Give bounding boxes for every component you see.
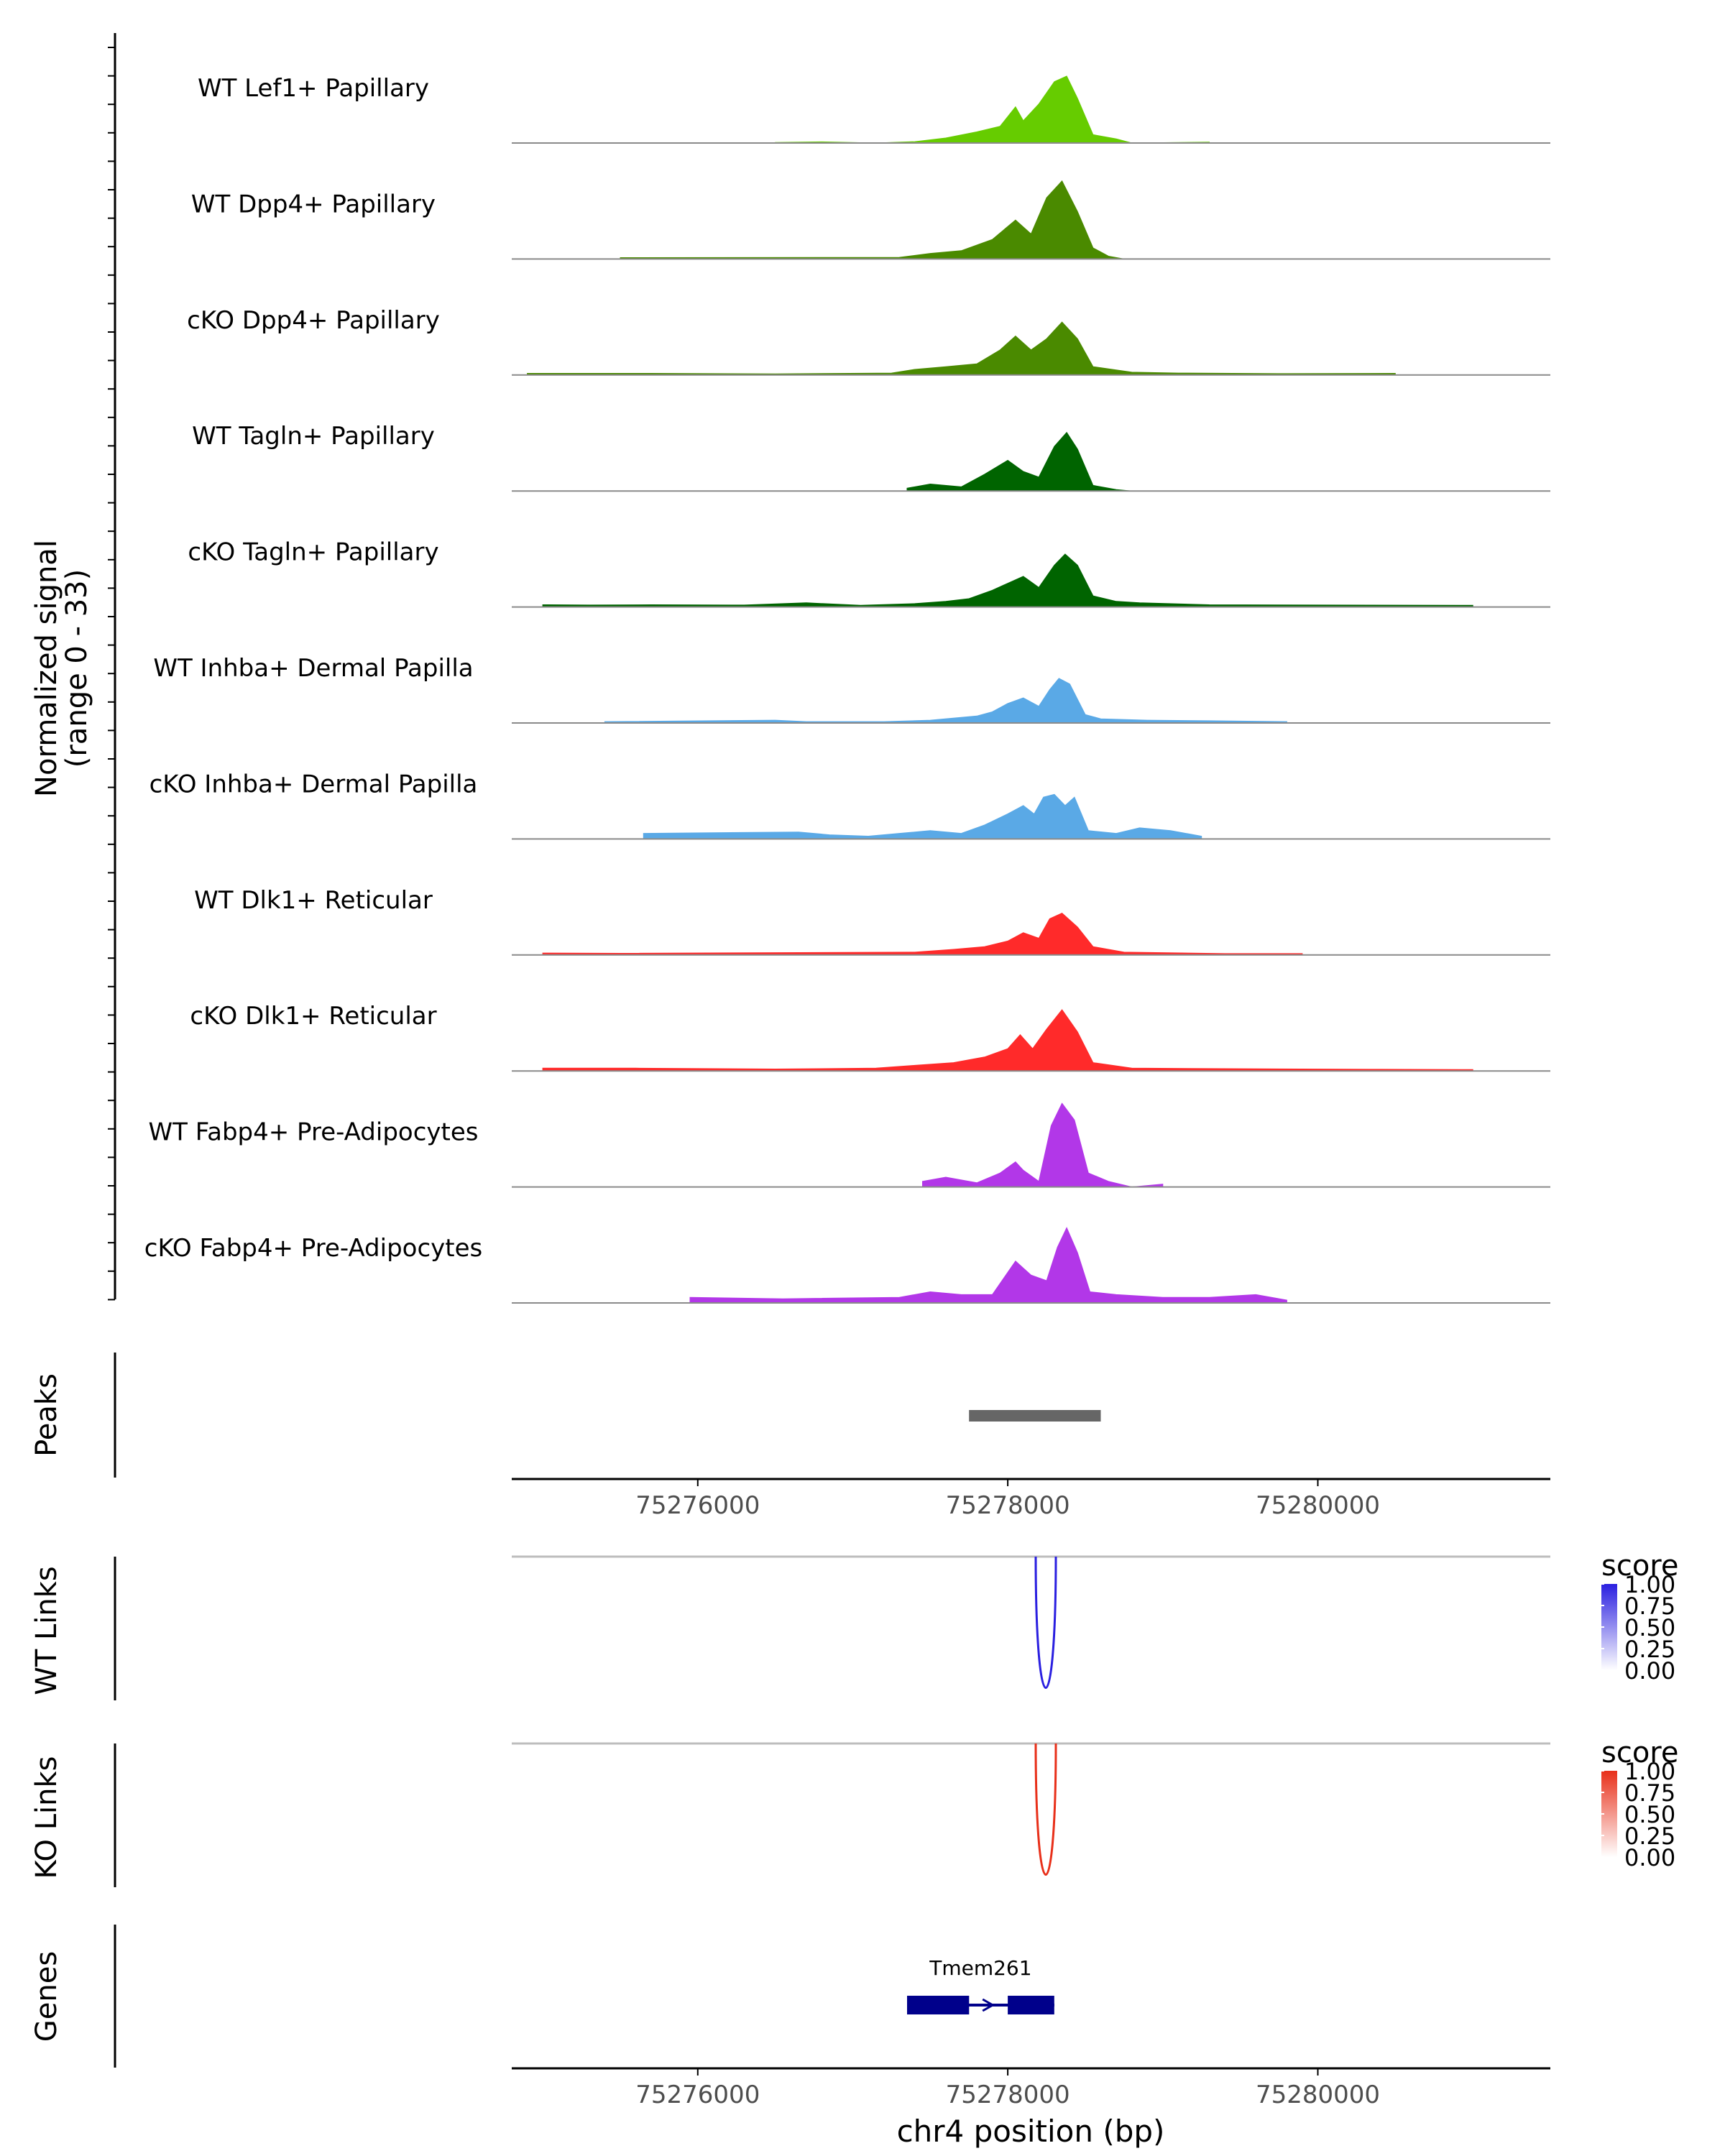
peaks-panel: Peaks 75276000 75278000 75280000 (30, 1353, 1550, 1520)
legend-tick-label: 0.00 (1624, 1657, 1675, 1685)
coverage-area (922, 1102, 1164, 1188)
legend-tick-label: 0.50 (1624, 1801, 1675, 1828)
gene-exon (1008, 1996, 1054, 2014)
legend-tick-label: 0.25 (1624, 1636, 1675, 1663)
genes-x-ticks: 75276000 75278000 75280000 (635, 2068, 1380, 2109)
coverage-y-ticks (108, 47, 115, 1301)
track-label: WT Inhba+ Dermal Papilla (153, 654, 473, 683)
track-label: cKO Tagln+ Papillary (188, 538, 438, 567)
legend-tick-label: 0.50 (1624, 1614, 1675, 1641)
coverage-track: WT Fabp4+ Pre-Adipocytes (149, 1102, 1550, 1188)
links-label: KO Links (30, 1756, 63, 1879)
coverage-area (906, 431, 1132, 492)
coverage-tracks: WT Lef1+ Papillary WT Dpp4+ Papillary cKO … (144, 74, 1550, 1304)
legend-tick-label: 0.75 (1624, 1779, 1675, 1807)
coverage-track: WT Lef1+ Papillary (198, 74, 1550, 144)
x-tick-label: 75278000 (946, 1491, 1070, 1520)
gene-name-label: Tmem261 (929, 1956, 1031, 1980)
coverage-track: cKO Fabp4+ Pre-Adipocytes (144, 1227, 1550, 1304)
coverage-track: WT Tagln+ Papillary (192, 422, 1550, 492)
peak-regions (969, 1410, 1101, 1422)
legend-tick-label: 0.00 (1624, 1844, 1675, 1871)
coverage-track: cKO Tagln+ Papillary (188, 538, 1550, 608)
genes-panel: Genes Tmem261 75276000 75278000 75280000 c… (30, 1925, 1550, 2149)
legend-tick-label: 0.75 (1624, 1593, 1675, 1620)
peaks-label: Peaks (30, 1373, 63, 1457)
x-tick-label: 75280000 (1256, 2081, 1380, 2109)
gene-model: Tmem261 (907, 1956, 1054, 2014)
legend-tick-label: 0.25 (1624, 1823, 1675, 1850)
track-label: WT Fabp4+ Pre-Adipocytes (149, 1118, 479, 1147)
gene-models: Tmem261 (907, 1956, 1054, 2014)
coverage-area (542, 553, 1473, 608)
link-arc (1034, 1743, 1057, 1876)
coverage-area (542, 1009, 1473, 1072)
coverage-ylabel-line1: Normalized signal (30, 540, 63, 797)
coverage-track: WT Dpp4+ Papillary (191, 180, 1550, 260)
coverage-area (643, 793, 1202, 839)
x-tick-label: 75276000 (635, 2081, 760, 2109)
coverage-panel: Normalized signal (range 0 - 33) WT Lef1… (30, 33, 1550, 1304)
x-tick-label: 75276000 (635, 1491, 760, 1520)
track-label: WT Dpp4+ Papillary (191, 190, 436, 218)
coverage-track: WT Inhba+ Dermal Papilla (153, 654, 1550, 724)
x-tick-label: 75280000 (1256, 1491, 1380, 1520)
legend-colorbar (1601, 1771, 1617, 1857)
x-axis-title: chr4 position (bp) (897, 2114, 1165, 2149)
link-arc (1034, 1556, 1057, 1689)
coverage-area (620, 180, 1124, 259)
track-label: cKO Dlk1+ Reticular (190, 1002, 436, 1031)
track-label: cKO Fabp4+ Pre-Adipocytes (144, 1234, 483, 1263)
genes-label: Genes (30, 1951, 63, 2042)
coverage-area (775, 75, 1210, 144)
track-label: cKO Dpp4+ Papillary (187, 306, 440, 335)
coverage-area (542, 913, 1303, 956)
coverage-area (689, 1227, 1287, 1304)
legend-tick-label: 1.00 (1624, 1571, 1675, 1598)
track-label: WT Tagln+ Papillary (192, 422, 435, 451)
legend-tick-label: 1.00 (1624, 1758, 1675, 1785)
coverage-ylabel-line2: (range 0 - 33) (60, 569, 93, 768)
track-label: WT Dlk1+ Reticular (194, 886, 433, 915)
peak-bar (969, 1410, 1101, 1422)
coverage-track: cKO Dpp4+ Papillary (187, 306, 1550, 376)
peaks-x-ticks: 75276000 75278000 75280000 (635, 1479, 1380, 1520)
coverage-area (604, 678, 1287, 724)
strand-arrow-icon (982, 1998, 995, 2012)
coverage-track: WT Dlk1+ Reticular (194, 886, 1550, 956)
coverage-area (527, 321, 1396, 376)
legend-title: score (1601, 1736, 1678, 1769)
coverage-track: cKO Inhba+ Dermal Papilla (150, 770, 1550, 840)
x-tick-label: 75278000 (946, 2081, 1070, 2109)
track-label: cKO Inhba+ Dermal Papilla (150, 770, 478, 798)
legend-colorbar (1601, 1584, 1617, 1670)
track-label: WT Lef1+ Papillary (198, 74, 429, 103)
gene-exon (907, 1996, 970, 2014)
coverage-track: cKO Dlk1+ Reticular (190, 1002, 1550, 1072)
links-label: WT Links (30, 1566, 63, 1695)
legend-title: score (1601, 1549, 1678, 1583)
